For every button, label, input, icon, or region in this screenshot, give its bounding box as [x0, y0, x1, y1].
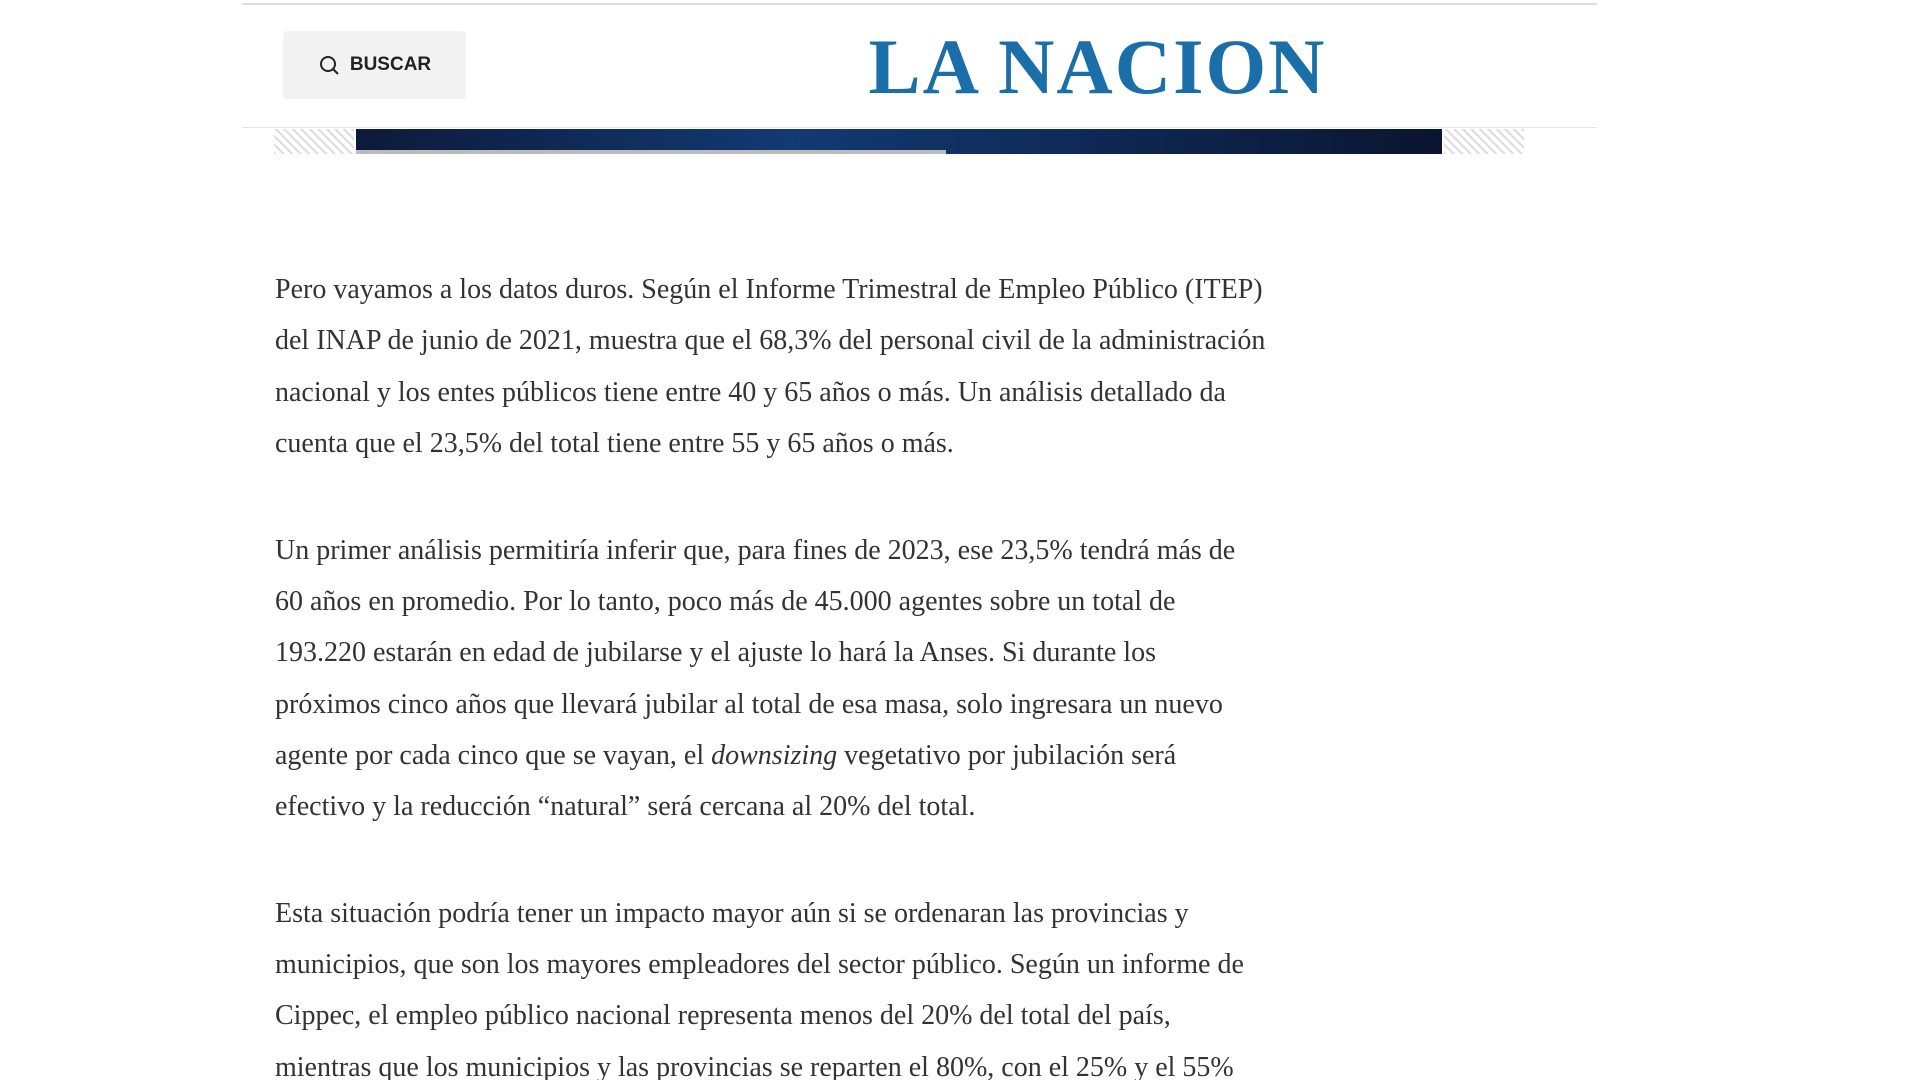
text-line: próximos cinco años que llevará jubilar … — [275, 688, 1223, 720]
text: vegetativo por jubilación será — [837, 739, 1177, 771]
text-line: mientras que los municipios y las provin… — [275, 1051, 1234, 1080]
search-button[interactable]: BUSCAR — [283, 31, 466, 99]
logo[interactable]: LA NACION — [868, 23, 1327, 110]
text-line: 60 años en promedio. Por lo tanto, poco … — [275, 585, 1176, 617]
text-line: 193.220 estarán en edad de jubilarse y e… — [275, 637, 1156, 669]
italic-text: downsizing — [711, 739, 838, 771]
text: agente por cada cinco que se vayan, el — [275, 739, 712, 771]
search-icon — [319, 56, 339, 75]
video-banner[interactable] — [356, 129, 1442, 154]
text-line: municipios, que son los mayores empleado… — [275, 949, 1244, 981]
text-line: cuenta que el 23,5% del total tiene entr… — [275, 427, 954, 459]
header-rule — [242, 127, 1597, 128]
search-label: BUSCAR — [349, 54, 432, 75]
text-line: Un primer análisis permitiría inferir qu… — [275, 534, 1236, 566]
hatch — [1444, 129, 1524, 154]
text-line: nacional y los entes públicos tiene entr… — [275, 376, 1226, 408]
text-line: Cippec, el empleo público nacional repre… — [275, 1000, 1171, 1032]
text-line: efectivo y la reducción “natural” será c… — [275, 791, 976, 823]
top-rule — [242, 3, 1597, 5]
hatch — [274, 129, 354, 154]
text-line: Pero vayamos a los datos duros. Según el… — [275, 274, 1263, 305]
text-line: Esta situación podría tener un impacto m… — [275, 897, 1189, 929]
text-line: agente por cada cinco que se vayan, el d… — [275, 730, 1176, 781]
text-line: del INAP de junio de 2021, muestra que e… — [275, 325, 1266, 357]
progress-bar — [356, 150, 946, 154]
